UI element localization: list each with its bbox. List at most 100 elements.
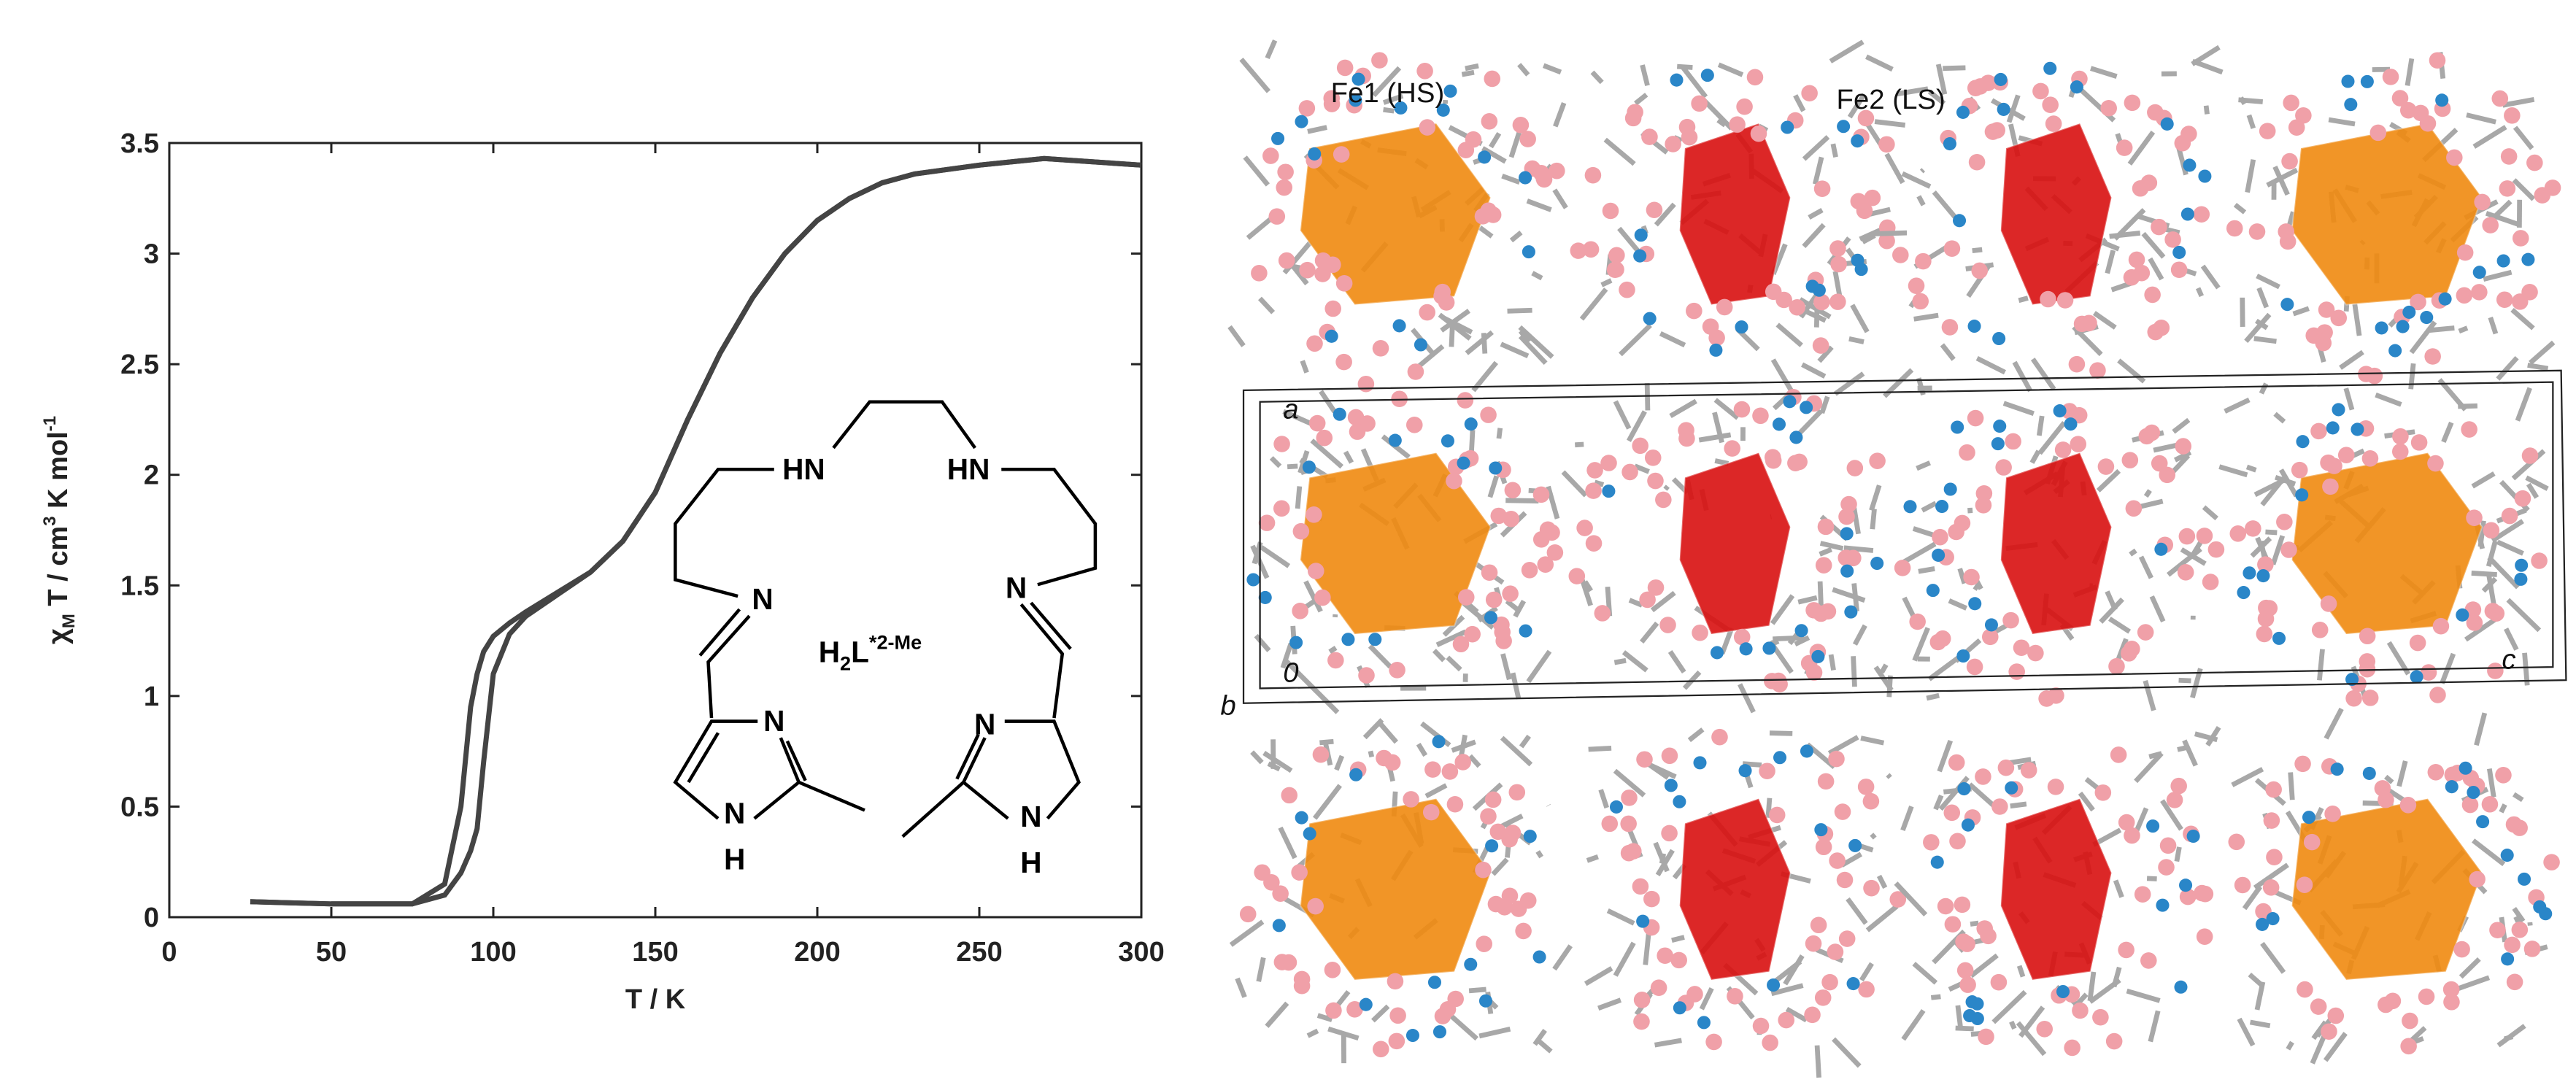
atom: [2259, 123, 2276, 139]
atom: [2504, 937, 2521, 954]
atom: [2445, 780, 2459, 793]
atom: [1303, 827, 1316, 841]
atom: [2457, 244, 2474, 261]
bond-stick: [2530, 342, 2553, 363]
atom: [2229, 525, 2246, 542]
bond-stick: [2039, 416, 2042, 436]
atom: [2043, 62, 2056, 75]
atom: [2467, 614, 2483, 631]
atom: [1840, 527, 1854, 540]
atom: [1295, 811, 1308, 825]
atom: [1625, 843, 1642, 860]
atom: [1509, 784, 1526, 801]
atom: [2482, 796, 2499, 813]
atom: [2322, 479, 2339, 495]
atom: [2424, 348, 2441, 365]
atom: [2069, 356, 2086, 373]
bond-stick: [2019, 966, 2023, 977]
atom: [1485, 206, 1502, 223]
bond-stick: [1927, 695, 1939, 698]
atom: [1306, 506, 1322, 523]
bond-stick: [1773, 638, 1804, 639]
atom: [2116, 139, 2133, 156]
atom: [1697, 1016, 1711, 1029]
atom: [1481, 113, 1498, 130]
atom: [1325, 1003, 1342, 1019]
atom: [1291, 864, 1308, 881]
bond-stick: [1852, 305, 1867, 332]
atom: [1586, 535, 1603, 552]
atom: [2429, 52, 2446, 69]
atom: [1903, 500, 1916, 513]
atom: [2420, 311, 2433, 324]
atom: [1625, 110, 1642, 127]
bond-stick: [2136, 753, 2162, 781]
bond-stick: [1918, 568, 1935, 571]
bond-stick: [2501, 805, 2504, 812]
axis-label: a: [1283, 393, 1298, 425]
atom: [2263, 879, 2280, 896]
atom: [2304, 834, 2321, 851]
atom: [2400, 797, 2417, 814]
bond-stick: [2116, 881, 2122, 897]
coordination-polyhedron: [1680, 799, 1791, 980]
atom: [2402, 1013, 2418, 1030]
name-part: 2: [840, 652, 851, 675]
bond: [688, 733, 718, 782]
bond-stick: [2515, 128, 2532, 149]
atom: [1274, 954, 1291, 970]
atom: [1254, 864, 1270, 881]
atom: [1655, 492, 1672, 509]
atom: [1549, 163, 1565, 179]
atom: [1457, 392, 1474, 409]
atom: [2359, 628, 2376, 644]
atom: [1384, 754, 1401, 771]
atom: [1945, 916, 1962, 933]
atom: [2064, 1040, 2081, 1057]
atom: [1835, 803, 1851, 820]
atom: [1670, 952, 1687, 969]
atom: [2367, 368, 2383, 385]
atom: [1894, 560, 1911, 576]
atom: [2179, 879, 2192, 892]
bond-stick: [1646, 933, 1649, 965]
atom: [2208, 541, 2225, 558]
atom: [2501, 849, 2514, 862]
atom: [1686, 986, 1703, 1003]
atom: [2456, 287, 2473, 304]
atom: [1325, 330, 1338, 343]
atom: [2459, 762, 2472, 775]
bond-stick: [2508, 600, 2540, 630]
bond-stick: [1469, 989, 1486, 991]
bond-stick: [1821, 544, 1843, 549]
bond-stick: [1589, 748, 1611, 749]
bond-stick: [2110, 233, 2140, 236]
x-tick-label: 50: [316, 937, 347, 968]
atom: [2175, 438, 2191, 455]
atom: [1828, 751, 1845, 768]
atom: [2388, 344, 2402, 358]
atom: [2302, 811, 2315, 824]
atom: [2245, 520, 2261, 537]
atom: [2098, 458, 2115, 475]
atom: [1935, 500, 1948, 513]
bond-stick: [1886, 154, 1902, 183]
bond-stick: [1365, 720, 1382, 738]
atom: [2321, 1023, 2337, 1040]
atom: [2435, 93, 2448, 107]
x-tick-label: 250: [956, 937, 1002, 968]
bond-stick: [1602, 280, 1611, 285]
bond-stick: [2130, 551, 2136, 555]
atom: [1959, 444, 1975, 461]
bond: [709, 616, 749, 718]
atom: [1333, 146, 1350, 163]
bond-stick: [1614, 660, 1626, 663]
atom: [2013, 639, 2030, 656]
atom: [1476, 935, 1492, 952]
bond-stick: [1949, 601, 1967, 608]
atom: [2485, 603, 2502, 619]
bond-stick: [2011, 1022, 2014, 1029]
atom: [2294, 756, 2311, 773]
y-tick-label: 0.5: [120, 792, 159, 822]
atom: [1930, 634, 1947, 651]
